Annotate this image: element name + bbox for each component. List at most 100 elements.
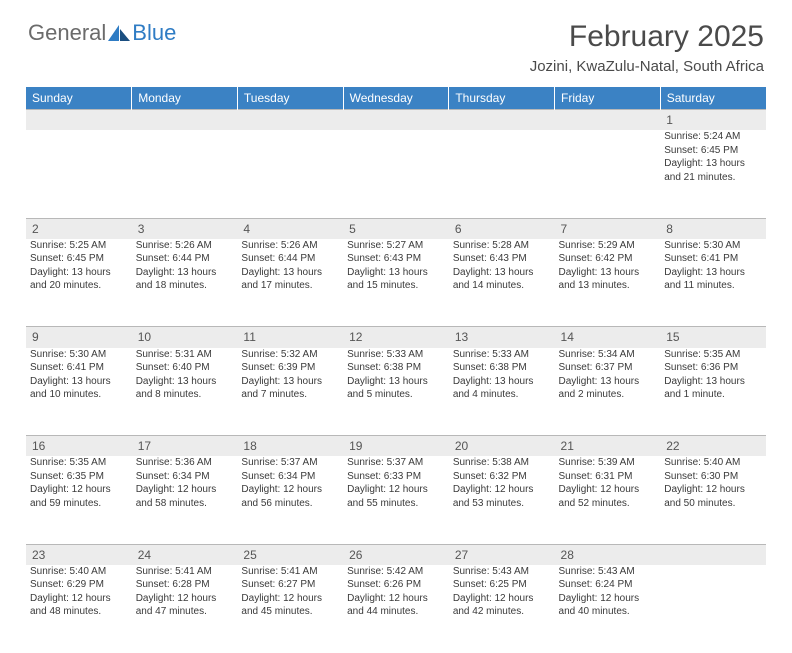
sunrise-line: Sunrise: 5:41 AM xyxy=(136,565,234,579)
day-number: 23 xyxy=(26,544,132,565)
daylight-line: and 15 minutes. xyxy=(347,279,445,293)
day-number: 10 xyxy=(132,327,238,348)
day-number: 8 xyxy=(660,218,766,239)
sunrise-line: Sunrise: 5:38 AM xyxy=(453,456,551,470)
daynum-row: 16171819202122 xyxy=(26,436,766,457)
day-number: 7 xyxy=(555,218,661,239)
day-number: 21 xyxy=(555,436,661,457)
daylight-line: and 56 minutes. xyxy=(241,497,339,511)
sunrise-line: Sunrise: 5:30 AM xyxy=(30,348,128,362)
daylight-line: Daylight: 12 hours xyxy=(453,483,551,497)
sunrise-line: Sunrise: 5:41 AM xyxy=(241,565,339,579)
daylight-line: Daylight: 13 hours xyxy=(559,266,657,280)
daynum-row: 232425262728 xyxy=(26,544,766,565)
daylight-line: and 55 minutes. xyxy=(347,497,445,511)
sunrise-line: Sunrise: 5:36 AM xyxy=(136,456,234,470)
daylight-line: Daylight: 13 hours xyxy=(136,375,234,389)
day-cell xyxy=(26,130,132,218)
brand-general: General xyxy=(28,20,106,46)
day-number xyxy=(237,110,343,131)
day-number: 25 xyxy=(237,544,343,565)
day-number: 2 xyxy=(26,218,132,239)
day-number: 27 xyxy=(449,544,555,565)
day-number: 16 xyxy=(26,436,132,457)
daylight-line: and 20 minutes. xyxy=(30,279,128,293)
sunrise-line: Sunrise: 5:40 AM xyxy=(664,456,762,470)
brand-blue: Blue xyxy=(132,20,176,46)
day-number: 15 xyxy=(660,327,766,348)
day-number: 9 xyxy=(26,327,132,348)
day-number: 12 xyxy=(343,327,449,348)
daylight-line: Daylight: 13 hours xyxy=(664,375,762,389)
sunset-line: Sunset: 6:34 PM xyxy=(136,470,234,484)
day-number: 28 xyxy=(555,544,661,565)
sunset-line: Sunset: 6:29 PM xyxy=(30,578,128,592)
sunrise-line: Sunrise: 5:35 AM xyxy=(664,348,762,362)
day-cell: Sunrise: 5:37 AMSunset: 6:33 PMDaylight:… xyxy=(343,456,449,544)
day-cell xyxy=(660,565,766,653)
day-cell: Sunrise: 5:39 AMSunset: 6:31 PMDaylight:… xyxy=(555,456,661,544)
day-number: 24 xyxy=(132,544,238,565)
sunrise-line: Sunrise: 5:25 AM xyxy=(30,239,128,253)
sunset-line: Sunset: 6:44 PM xyxy=(136,252,234,266)
day-cell: Sunrise: 5:27 AMSunset: 6:43 PMDaylight:… xyxy=(343,239,449,327)
sunset-line: Sunset: 6:34 PM xyxy=(241,470,339,484)
day-cell xyxy=(237,130,343,218)
day-cell xyxy=(555,130,661,218)
month-title: February 2025 xyxy=(530,20,764,54)
page-header: General Blue February 2025 Jozini, KwaZu… xyxy=(0,0,792,81)
day-number: 3 xyxy=(132,218,238,239)
day-cell: Sunrise: 5:32 AMSunset: 6:39 PMDaylight:… xyxy=(237,348,343,436)
sunrise-line: Sunrise: 5:43 AM xyxy=(559,565,657,579)
daylight-line: and 58 minutes. xyxy=(136,497,234,511)
sunrise-line: Sunrise: 5:34 AM xyxy=(559,348,657,362)
calendar-body: 1Sunrise: 5:24 AMSunset: 6:45 PMDaylight… xyxy=(26,110,766,653)
daylight-line: and 10 minutes. xyxy=(30,388,128,402)
daylight-line: and 4 minutes. xyxy=(453,388,551,402)
daylight-line: and 44 minutes. xyxy=(347,605,445,619)
day-number xyxy=(555,110,661,131)
detail-row: Sunrise: 5:40 AMSunset: 6:29 PMDaylight:… xyxy=(26,565,766,653)
daylight-line: and 18 minutes. xyxy=(136,279,234,293)
day-number: 19 xyxy=(343,436,449,457)
daylight-line: Daylight: 13 hours xyxy=(664,157,762,171)
detail-row: Sunrise: 5:24 AMSunset: 6:45 PMDaylight:… xyxy=(26,130,766,218)
daylight-line: Daylight: 12 hours xyxy=(30,483,128,497)
sunrise-line: Sunrise: 5:40 AM xyxy=(30,565,128,579)
weekday-header: Monday xyxy=(132,87,238,110)
sunset-line: Sunset: 6:30 PM xyxy=(664,470,762,484)
day-cell: Sunrise: 5:30 AMSunset: 6:41 PMDaylight:… xyxy=(26,348,132,436)
day-cell xyxy=(132,130,238,218)
daylight-line: and 50 minutes. xyxy=(664,497,762,511)
sunrise-line: Sunrise: 5:28 AM xyxy=(453,239,551,253)
day-cell: Sunrise: 5:43 AMSunset: 6:24 PMDaylight:… xyxy=(555,565,661,653)
daylight-line: and 8 minutes. xyxy=(136,388,234,402)
sunrise-line: Sunrise: 5:43 AM xyxy=(453,565,551,579)
daylight-line: Daylight: 13 hours xyxy=(241,375,339,389)
daylight-line: and 45 minutes. xyxy=(241,605,339,619)
sunset-line: Sunset: 6:28 PM xyxy=(136,578,234,592)
detail-row: Sunrise: 5:35 AMSunset: 6:35 PMDaylight:… xyxy=(26,456,766,544)
weekday-header: Thursday xyxy=(449,87,555,110)
daylight-line: Daylight: 13 hours xyxy=(30,375,128,389)
sunrise-line: Sunrise: 5:27 AM xyxy=(347,239,445,253)
day-cell: Sunrise: 5:41 AMSunset: 6:28 PMDaylight:… xyxy=(132,565,238,653)
calendar-head: SundayMondayTuesdayWednesdayThursdayFrid… xyxy=(26,87,766,110)
sunset-line: Sunset: 6:35 PM xyxy=(30,470,128,484)
day-cell: Sunrise: 5:40 AMSunset: 6:30 PMDaylight:… xyxy=(660,456,766,544)
daylight-line: Daylight: 13 hours xyxy=(241,266,339,280)
day-cell: Sunrise: 5:30 AMSunset: 6:41 PMDaylight:… xyxy=(660,239,766,327)
daylight-line: Daylight: 12 hours xyxy=(241,483,339,497)
detail-row: Sunrise: 5:30 AMSunset: 6:41 PMDaylight:… xyxy=(26,348,766,436)
sunset-line: Sunset: 6:33 PM xyxy=(347,470,445,484)
sunrise-line: Sunrise: 5:29 AM xyxy=(559,239,657,253)
daylight-line: and 48 minutes. xyxy=(30,605,128,619)
day-number: 18 xyxy=(237,436,343,457)
day-number: 26 xyxy=(343,544,449,565)
daynum-row: 9101112131415 xyxy=(26,327,766,348)
sunset-line: Sunset: 6:41 PM xyxy=(664,252,762,266)
day-number: 13 xyxy=(449,327,555,348)
day-cell: Sunrise: 5:43 AMSunset: 6:25 PMDaylight:… xyxy=(449,565,555,653)
calendar-table: SundayMondayTuesdayWednesdayThursdayFrid… xyxy=(26,87,766,653)
sunset-line: Sunset: 6:41 PM xyxy=(30,361,128,375)
